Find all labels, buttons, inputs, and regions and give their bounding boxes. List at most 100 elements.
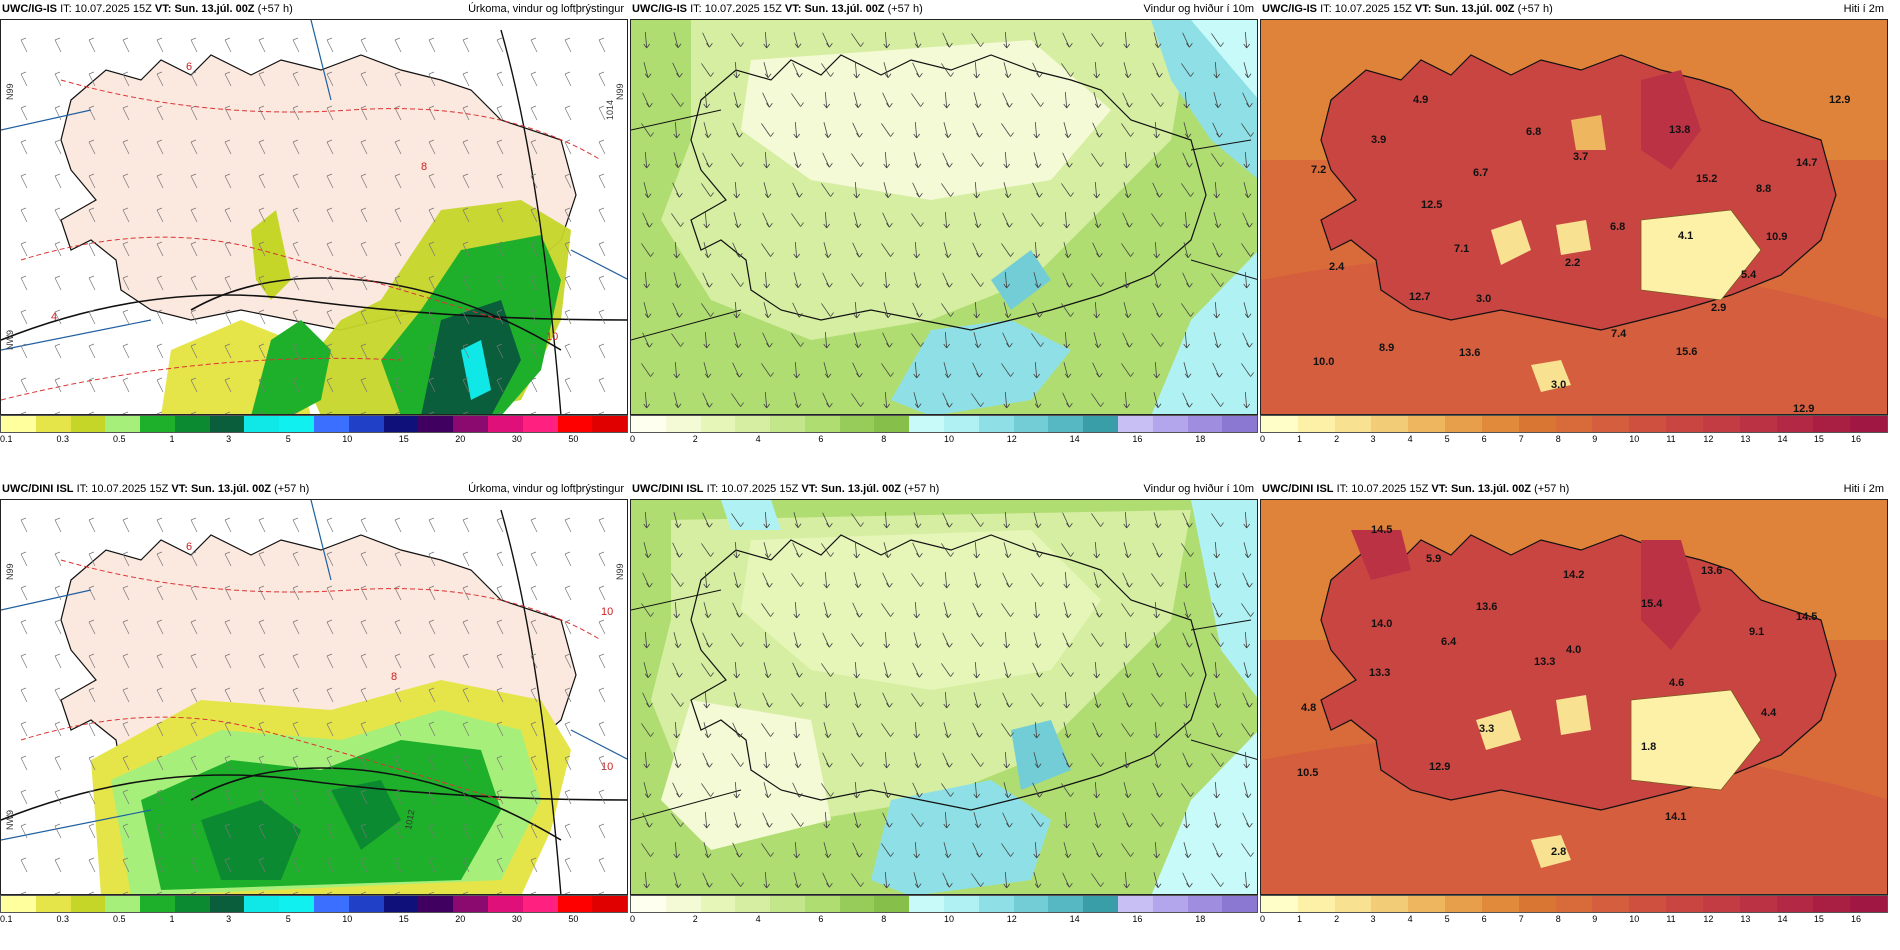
wind-barb xyxy=(462,275,470,291)
wind-arrow xyxy=(1213,332,1222,348)
panel-dini-temp: UWC/DINI ISL IT: 10.07.2025 15Z VT: Sun.… xyxy=(1260,480,1888,940)
wind-barb xyxy=(156,653,164,669)
colorbar-tick-label: 16 xyxy=(1132,434,1143,444)
wind-arrow xyxy=(1003,271,1011,289)
wind-barb xyxy=(292,857,300,873)
wind-barb xyxy=(88,857,96,873)
wind-arrow xyxy=(821,183,834,197)
wind-arrow xyxy=(793,512,802,528)
wind-arrow xyxy=(881,243,894,257)
colorbar-segment xyxy=(244,416,280,432)
wind-arrow xyxy=(1003,62,1012,78)
colorbar-segment xyxy=(140,416,175,432)
wind-barb xyxy=(496,173,504,189)
wind-barb xyxy=(496,721,504,737)
wind-arrow xyxy=(762,692,773,708)
colorbar-segment xyxy=(1152,416,1188,432)
wind-barb xyxy=(190,411,197,414)
wind-arrow xyxy=(1001,123,1014,137)
wind-arrow xyxy=(1181,63,1194,77)
wind-barb xyxy=(190,619,198,635)
wind-arrow xyxy=(1003,542,1012,558)
wind-arrow xyxy=(852,722,863,738)
wind-arrow xyxy=(733,812,742,828)
wind-barb xyxy=(530,343,538,359)
wind-barb xyxy=(598,823,606,839)
wind-arrow xyxy=(733,181,741,199)
wind-arrow xyxy=(823,331,831,349)
wind-arrow xyxy=(1003,182,1012,198)
model-name: UWC/DINI ISL xyxy=(1262,483,1334,495)
wind-arrow xyxy=(882,92,893,108)
wind-arrow xyxy=(791,93,804,107)
temp-label: 2.9 xyxy=(1711,302,1726,314)
wind-arrow xyxy=(942,872,953,888)
edge-label: N99 xyxy=(5,563,15,580)
temp-label: 8.9 xyxy=(1379,342,1394,354)
wind-arrow xyxy=(883,391,891,409)
wind-arrow xyxy=(1121,603,1134,617)
wind-arrow xyxy=(823,211,831,229)
wind-barb xyxy=(190,823,198,839)
wind-arrow xyxy=(1003,662,1012,678)
wind-barb xyxy=(360,105,368,121)
wind-barb xyxy=(598,585,606,601)
temp-label: 7.2 xyxy=(1311,164,1326,176)
wind-arrow xyxy=(673,272,682,288)
wind-barb xyxy=(292,891,299,894)
colorbar-segment xyxy=(1702,416,1740,432)
wind-arrow xyxy=(1091,633,1104,647)
colorbar-segment xyxy=(522,416,558,432)
wind-barb xyxy=(462,755,470,771)
wind-arrow xyxy=(1212,362,1223,378)
wind-arrow xyxy=(1031,213,1044,227)
colorbar-segment xyxy=(453,896,488,912)
wind-barb xyxy=(20,275,28,291)
wind-arrow xyxy=(972,602,983,618)
wind-arrow xyxy=(1152,662,1163,678)
wind-arrow xyxy=(673,872,682,888)
wind-barb xyxy=(224,309,232,325)
wind-arrow xyxy=(823,122,832,138)
wind-arrow xyxy=(911,693,924,707)
temp-label: 15.4 xyxy=(1641,598,1663,610)
colorbar-segment xyxy=(631,416,666,432)
wind-barb xyxy=(326,105,334,121)
wind-arrow xyxy=(1241,603,1254,617)
wind-barb xyxy=(326,653,334,669)
wind-barb xyxy=(428,105,436,121)
wind-arrow xyxy=(912,662,923,678)
colorbar-segment xyxy=(1481,896,1519,912)
colorbar-tick-label: 16 xyxy=(1132,914,1143,924)
wind-arrow xyxy=(1091,153,1104,167)
wind-arrow xyxy=(1032,542,1043,558)
wind-arrow xyxy=(1003,511,1011,529)
wind-arrow xyxy=(1212,602,1223,618)
wind-arrow xyxy=(763,782,772,798)
wind-barb xyxy=(598,721,606,737)
wind-map xyxy=(630,499,1258,895)
wind-barb xyxy=(20,619,28,635)
wind-arrow xyxy=(881,843,894,857)
wind-arrow xyxy=(851,513,864,527)
wind-barb xyxy=(530,241,538,257)
wind-arrow xyxy=(942,392,953,408)
wind-arrow xyxy=(1063,691,1071,709)
colorbar-segment xyxy=(244,896,280,912)
wind-arrow xyxy=(1152,62,1163,78)
colorbar-tick-label: 0.5 xyxy=(113,914,126,924)
iceland-outline xyxy=(690,534,1207,811)
colorbar-tick-label: 12 xyxy=(1006,434,1017,444)
wind-arrow xyxy=(1033,361,1041,379)
wind-arrow xyxy=(942,32,953,48)
wind-barb xyxy=(326,857,334,873)
model-name: UWC/DINI ISL xyxy=(2,483,74,495)
wind-barb xyxy=(326,241,334,257)
wind-arrow xyxy=(1063,362,1072,378)
wind-barb xyxy=(564,343,572,359)
wind-arrow xyxy=(1122,332,1133,348)
wind-arrow xyxy=(703,691,711,709)
run-info: UWC/IG-IS IT: 10.07.2025 15Z VT: Sun. 13… xyxy=(2,3,293,15)
wind-barb xyxy=(190,721,198,737)
wind-barb xyxy=(54,275,62,291)
